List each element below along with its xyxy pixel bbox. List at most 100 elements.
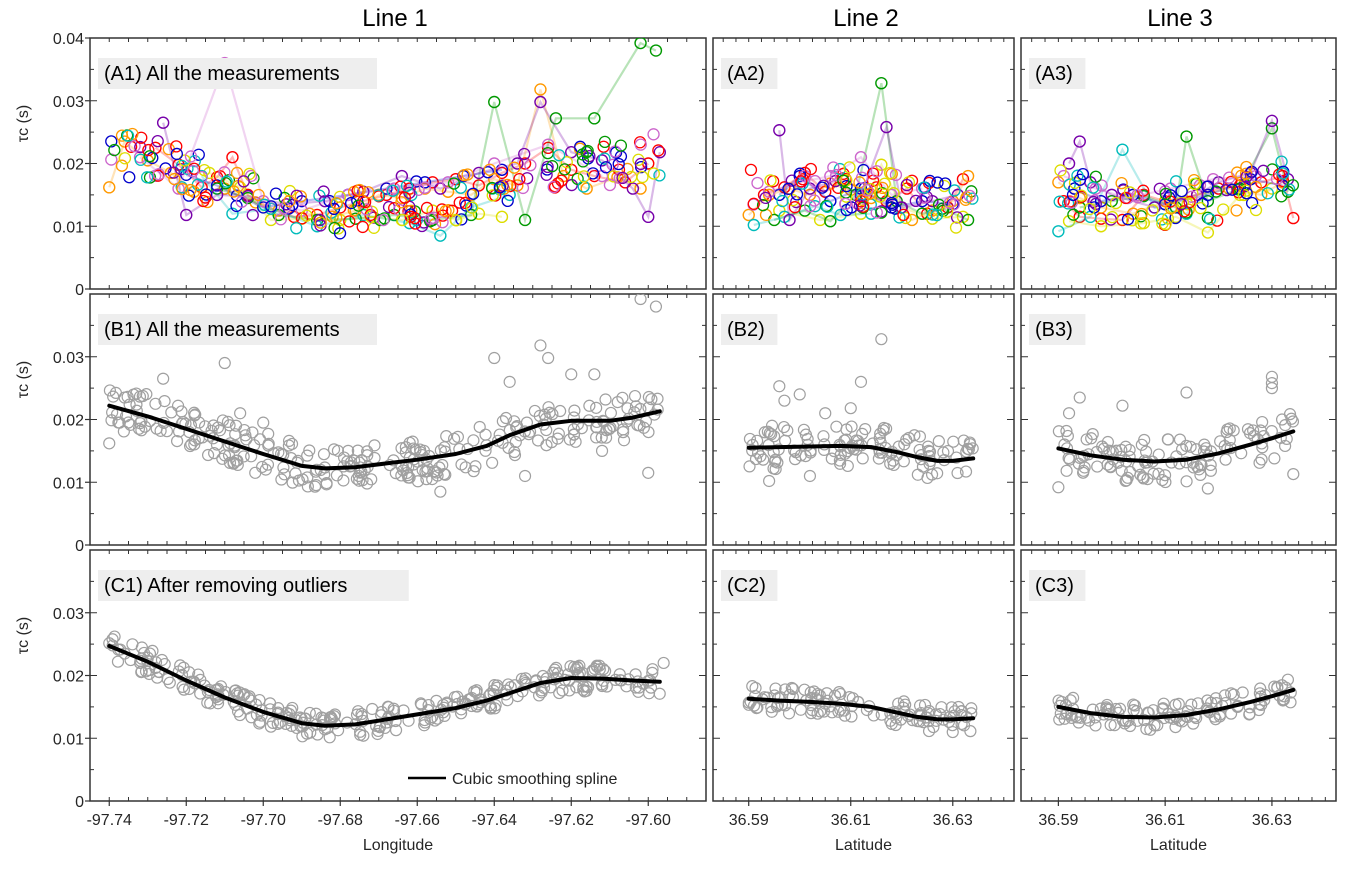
data-point [863, 187, 877, 200]
data-point [915, 194, 929, 208]
x-tick-label: 36.59 [1038, 812, 1078, 829]
data-point [918, 191, 931, 204]
data-point [386, 184, 400, 197]
data-point [948, 184, 961, 197]
data-point [210, 182, 224, 195]
data-point [396, 213, 409, 227]
data-point [837, 174, 850, 187]
data-point [790, 188, 804, 201]
data-point [855, 171, 869, 184]
data-point [213, 424, 227, 437]
data-point [1062, 407, 1076, 420]
data-point [1287, 467, 1300, 481]
data-point [571, 660, 584, 673]
data-point [488, 95, 501, 109]
data-point [652, 144, 665, 157]
data-point [458, 168, 471, 182]
data-point [282, 434, 296, 447]
data-point [310, 707, 323, 720]
y-tick-label: 0 [75, 282, 84, 299]
data-point [963, 189, 976, 203]
data-point [499, 411, 513, 425]
data-point [875, 206, 888, 219]
data-point [763, 427, 776, 440]
data-point [845, 710, 858, 723]
minor-ticks [713, 293, 1014, 546]
plot-area [103, 294, 664, 498]
data-point [626, 182, 640, 195]
data-point [634, 138, 647, 151]
data-point [824, 215, 837, 228]
data-point [441, 185, 455, 198]
data-point [817, 705, 831, 718]
data-point [808, 194, 821, 207]
data-point [409, 217, 422, 230]
data-point [472, 179, 486, 192]
data-point [629, 400, 643, 413]
data-point [1180, 386, 1193, 399]
data-point [1144, 723, 1157, 736]
data-point [861, 184, 874, 197]
data-point [434, 182, 447, 195]
y-tick-label: 0.01 [53, 731, 84, 748]
data-point [872, 452, 885, 465]
data-point [1062, 157, 1076, 170]
data-point [460, 199, 473, 212]
data-point [447, 177, 461, 190]
data-point [1140, 722, 1153, 736]
data-point [961, 442, 974, 455]
data-point [374, 213, 387, 227]
data-point [889, 168, 903, 182]
data-point [1128, 699, 1142, 712]
data-point [436, 216, 449, 229]
data-point [569, 435, 582, 448]
data-point [1067, 691, 1080, 704]
data-point [367, 211, 381, 224]
data-point [966, 442, 979, 455]
data-point [1275, 190, 1288, 203]
data-point [218, 356, 231, 370]
data-point [923, 445, 937, 458]
data-point [466, 201, 479, 214]
data-point [400, 466, 414, 480]
data-point [880, 422, 893, 435]
data-point [350, 472, 363, 485]
data-point [399, 441, 412, 454]
data-point [830, 420, 843, 433]
data-point [1180, 475, 1193, 488]
data-point [189, 408, 202, 421]
data-point [955, 705, 968, 718]
data-point [111, 655, 125, 668]
data-point [1117, 184, 1130, 197]
y-tick-label: 0 [75, 794, 84, 811]
x-tick-label: 36.61 [1145, 812, 1185, 829]
data-point [192, 668, 205, 681]
data-point [361, 445, 374, 458]
data-point [588, 368, 601, 381]
data-point [519, 672, 532, 685]
data-point [1211, 214, 1224, 227]
data-point [773, 124, 786, 137]
data-point [870, 165, 883, 178]
data-point [616, 426, 630, 439]
data-point [541, 160, 554, 174]
panel-label-box [721, 58, 778, 89]
data-point [606, 158, 619, 171]
data-point [617, 434, 631, 447]
data-point [1178, 205, 1191, 218]
data-point [327, 202, 341, 216]
data-point [833, 162, 847, 176]
data-point [782, 182, 795, 195]
data-point [400, 179, 414, 192]
data-point [580, 182, 593, 195]
data-point [1067, 208, 1080, 221]
data-point [819, 407, 832, 420]
data-point [747, 218, 761, 232]
data-point [294, 190, 307, 203]
data-point [1119, 440, 1132, 453]
data-point [1221, 423, 1234, 436]
data-point [170, 434, 184, 448]
panel-label: (A2) [727, 63, 765, 85]
data-point [758, 426, 771, 439]
